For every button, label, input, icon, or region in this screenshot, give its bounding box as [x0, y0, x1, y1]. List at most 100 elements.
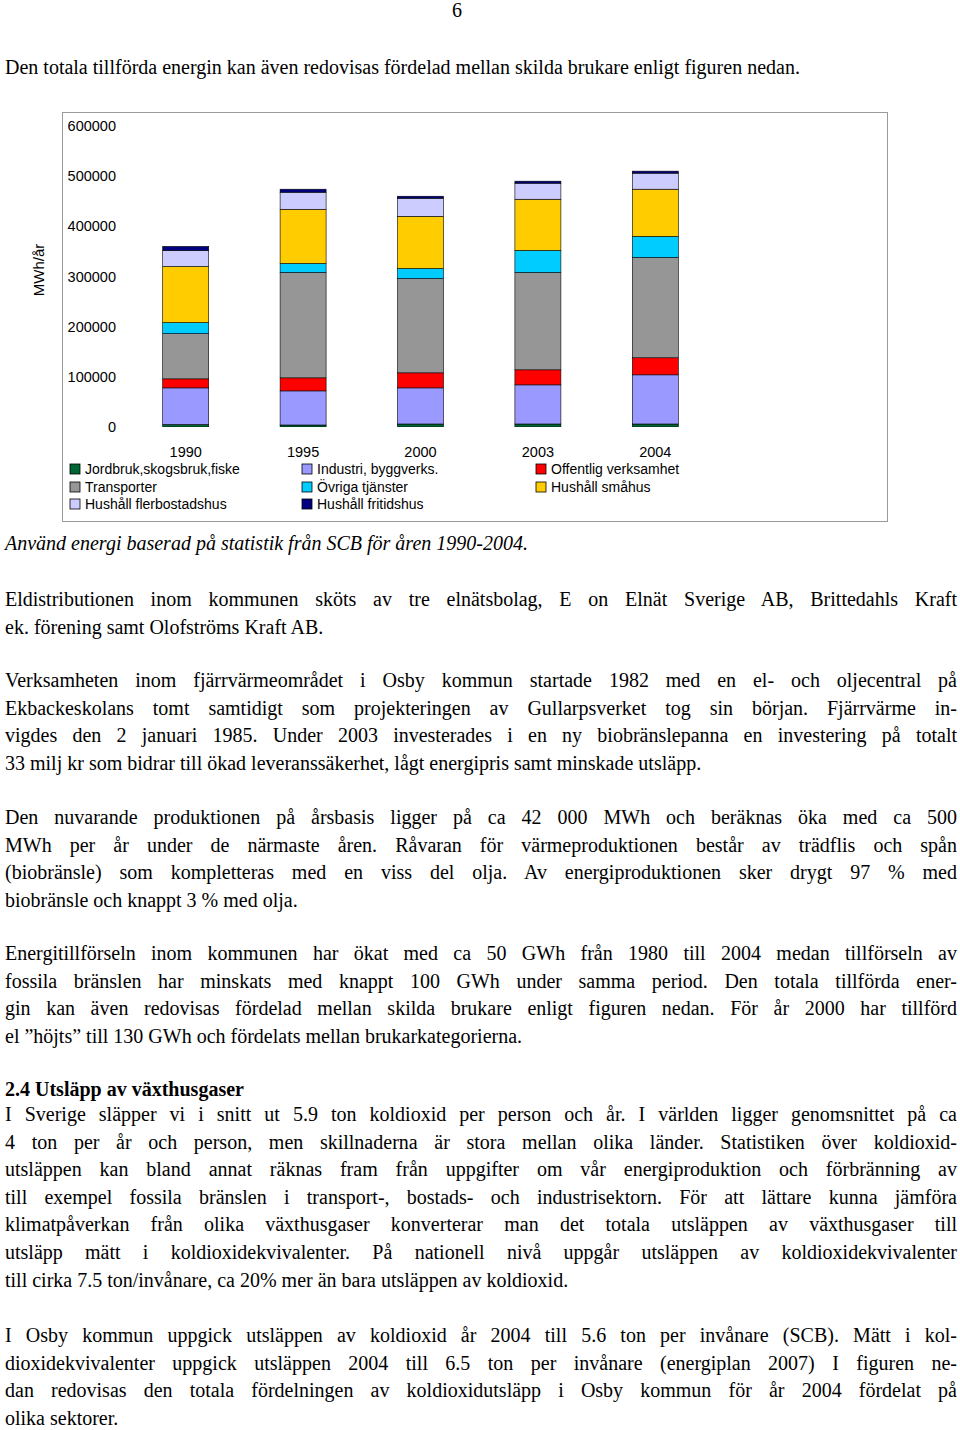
bar-segment [280, 209, 326, 263]
legend-swatch [536, 482, 546, 492]
x-tick-label: 1995 [287, 444, 319, 460]
paragraph-line: Energitillförseln inom kommunen har ökat… [5, 940, 957, 968]
legend-label: Hushåll flerbostadshus [85, 496, 227, 512]
bar-segment [280, 378, 326, 391]
bars [163, 171, 679, 427]
page-number: 6 [452, 0, 462, 22]
bar-segment [515, 181, 561, 183]
paragraph-line: MWh per år under de närmaste åren. Råvar… [5, 832, 957, 860]
bar-segment [632, 171, 678, 173]
bar-segment [515, 199, 561, 250]
legend-label: Jordbruk,skogsbruk,fiske [85, 461, 240, 477]
legend-swatch [70, 499, 80, 509]
paragraph-line: klimatpåverkan från olika växthusgaser k… [5, 1211, 957, 1239]
legend-swatch [70, 482, 80, 492]
paragraph-line: till exempel fossila bränslen i transpor… [5, 1184, 957, 1212]
y-tick-label: 200000 [68, 319, 116, 335]
section-heading: 2.4 Utsläpp av växthusgaser [5, 1076, 957, 1104]
legend-swatch [302, 499, 312, 509]
paragraph-line: Ekbackeskolans tomt samtidigt som projek… [5, 695, 957, 723]
y-tick-label: 400000 [68, 218, 116, 234]
paragraph-line: utsläpp mätt i koldioxidekvivalenter. På… [5, 1239, 957, 1267]
paragraph-line: fossila bränslen har minskats med knappt… [5, 968, 957, 996]
paragraph-line: Den nuvarande produktionen på årsbasis l… [5, 804, 957, 832]
bar-segment [398, 279, 444, 373]
paragraph-line: (biobränsle) som kompletteras med en vis… [5, 859, 957, 887]
bar-segment [398, 373, 444, 388]
bar-segment [163, 388, 209, 425]
bar-segment [398, 216, 444, 268]
bar-segment [515, 183, 561, 199]
paragraph-line: Eldistributionen inom kommunen sköts av … [5, 586, 957, 614]
legend-swatch [536, 464, 546, 474]
paragraph-line: utsläppen kan bland annat räknas fram fr… [5, 1156, 957, 1184]
bar-segment [515, 370, 561, 385]
x-tick-label: 2000 [404, 444, 436, 460]
legend-label: Hushåll småhus [551, 479, 651, 495]
legend-swatch [70, 464, 80, 474]
bar-segment [632, 236, 678, 257]
x-tick-label: 2004 [639, 444, 671, 460]
paragraph-line: 33 milj kr som bidrar till ökad leverans… [5, 750, 957, 778]
bar-segment [632, 257, 678, 357]
paragraph-line: 4 ton per år och person, men skillnadern… [5, 1129, 957, 1157]
legend-label: Transporter [85, 479, 157, 495]
bar-segment [632, 189, 678, 236]
bar-segment [515, 272, 561, 369]
paragraph-line: vigdes den 2 januari 1985. Under 2003 in… [5, 722, 957, 750]
paragraph-line: biobränsle och knappt 3 % med olja. [5, 887, 957, 915]
bar-segment [398, 388, 444, 424]
bar-segment [398, 268, 444, 278]
bar-segment [398, 424, 444, 427]
bar-segment [515, 250, 561, 272]
figure-caption: Använd energi baserad på statistik från … [5, 530, 957, 558]
bar-segment [280, 189, 326, 192]
bar-segment [632, 173, 678, 189]
paragraph-line: Verksamheten inom fjärrvärmeområdet i Os… [5, 667, 957, 695]
bar-segment [280, 425, 326, 427]
x-tick-label: 1990 [170, 444, 202, 460]
paragraph-line: gin kan även redovisas fördelad mellan s… [5, 995, 957, 1023]
bar-segment [163, 379, 209, 388]
paragraph-line: dan redovisas den totala fördelningen av… [5, 1377, 957, 1405]
legend-label: Övriga tjänster [317, 478, 408, 495]
paragraph-line: olika sektorer. [5, 1405, 957, 1430]
paragraph-line: dioxidekvivalenter uppgick utsläppen 200… [5, 1350, 957, 1378]
legend-swatch [302, 482, 312, 492]
y-axis-label: MWh/år [30, 244, 47, 297]
y-tick-label: 600000 [68, 118, 116, 134]
y-tick-label: 0 [108, 419, 116, 435]
bar-segment [632, 375, 678, 424]
paragraph-line: till cirka 7.5 ton/invånare, ca 20% mer … [5, 1267, 957, 1295]
y-tick-label: 500000 [68, 168, 116, 184]
paragraph-line: el ”höjts” till 130 GWh och fördelats me… [5, 1023, 957, 1051]
legend-swatch [302, 464, 312, 474]
bar-segment [632, 424, 678, 427]
bar-segment [515, 424, 561, 427]
bar-segment [280, 263, 326, 272]
bar-segment [398, 198, 444, 216]
bar-segment [163, 334, 209, 379]
bar-segment [515, 385, 561, 424]
bar-segment [280, 272, 326, 377]
y-tick-label: 100000 [68, 369, 116, 385]
x-tick-label: 2003 [522, 444, 554, 460]
intro-text: Den totala tillförda energin kan även re… [5, 54, 957, 82]
bar-segment [632, 358, 678, 375]
y-tick-label: 300000 [68, 269, 116, 285]
bar-segment [280, 192, 326, 209]
chart-frame [63, 113, 888, 522]
bar-segment [163, 266, 209, 322]
bar-segment [398, 196, 444, 198]
bar-segment [163, 246, 209, 250]
bar-segment [163, 323, 209, 334]
paragraph-line: I Sverige släpper vi i snitt ut 5.9 ton … [5, 1101, 957, 1129]
paragraph-line: I Osby kommun uppgick utsläppen av koldi… [5, 1322, 957, 1350]
bar-segment [163, 424, 209, 427]
chart: 0 100000 200000 300000 400000 500000 600000 MWh… [0, 0, 960, 560]
paragraph-line: ek. förening samt Olofströms Kraft AB. [5, 614, 957, 642]
bar-segment [163, 250, 209, 266]
bar-segment [280, 391, 326, 425]
legend-label: Industri, byggverks. [317, 461, 438, 477]
legend-label: Offentlig verksamhet [551, 461, 679, 477]
